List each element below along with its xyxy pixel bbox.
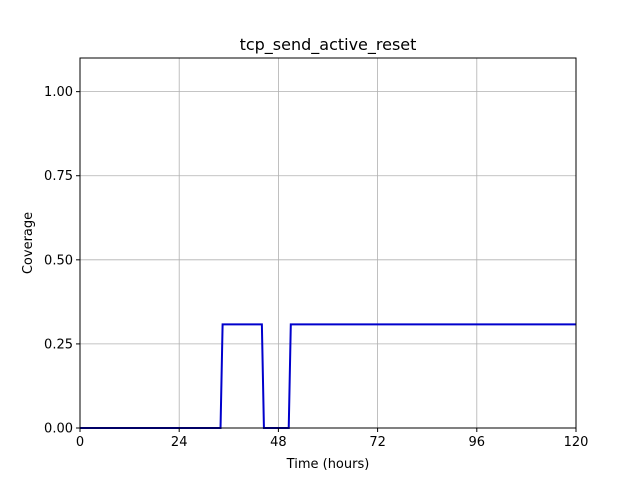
y-tick-label: 0.25 <box>44 337 73 352</box>
series-layer <box>80 323 576 429</box>
x-tick-label: 0 <box>76 435 84 450</box>
plot-area <box>80 58 576 428</box>
x-tick-label: 96 <box>469 435 486 450</box>
ticks-layer: 0 24 48 72 96 120 0.00 0.25 0.50 0.75 1.00 <box>44 85 588 450</box>
x-tick-label: 24 <box>171 435 188 450</box>
y-axis-label: Coverage <box>21 212 36 274</box>
y-tick-label: 0.00 <box>44 422 73 437</box>
y-tick-label: 1.00 <box>44 85 73 100</box>
x-tick-label: 48 <box>270 435 287 450</box>
grid-layer <box>79 58 577 429</box>
y-tick-label: 0.50 <box>44 253 73 268</box>
x-tick-label: 72 <box>369 435 386 450</box>
plot-frame <box>79 57 577 429</box>
x-tick-label: 120 <box>564 435 589 450</box>
chart-title: tcp_send_active_reset <box>240 35 417 55</box>
series-line <box>80 323 576 429</box>
x-axis-label: Time (hours) <box>286 457 370 472</box>
y-tick-label: 0.75 <box>44 169 73 184</box>
